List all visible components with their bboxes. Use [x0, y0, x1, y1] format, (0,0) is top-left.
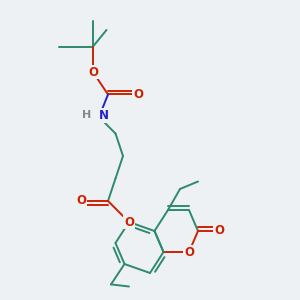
Text: O: O — [184, 245, 194, 259]
Text: O: O — [124, 215, 134, 229]
Text: N: N — [98, 109, 109, 122]
Text: O: O — [76, 194, 86, 208]
Text: H: H — [82, 110, 92, 121]
Text: O: O — [88, 65, 98, 79]
Text: O: O — [133, 88, 143, 101]
Text: O: O — [214, 224, 224, 238]
